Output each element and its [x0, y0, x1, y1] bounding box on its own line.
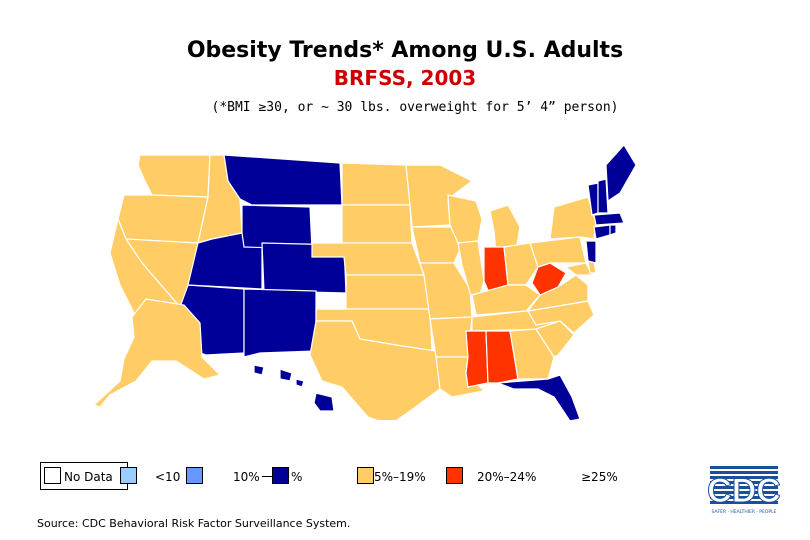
- legend-label-10-14-line: [262, 476, 272, 477]
- state-NH: [597, 178, 609, 214]
- state-WY: [241, 204, 313, 250]
- map-note: (*BMI ≥30, or ~ 30 lbs. overweight for 5…: [211, 100, 619, 115]
- legend-swatch-nodata: [44, 467, 61, 484]
- state-FL: [497, 374, 581, 420]
- map-subtitle: BRFSS, 2003: [333, 66, 477, 90]
- legend-label-10-14: 10%: [233, 470, 260, 484]
- legend-label-10-14-tail: %: [291, 470, 303, 484]
- state-NM: [243, 288, 317, 358]
- state-ME: [605, 143, 637, 203]
- state-SD: [341, 204, 413, 244]
- legend-swatch-lt10: [120, 467, 137, 484]
- state-HI: [253, 364, 265, 376]
- state-OH: [503, 242, 539, 286]
- state-AR: [429, 316, 473, 358]
- cdc-logo: CDC SAFER · HEALTHIER · PEOPLE: [707, 462, 781, 516]
- state-GA: [509, 328, 555, 380]
- source-note: Source: CDC Behavioral Risk Factor Surve…: [37, 517, 351, 530]
- state-HI-4: [313, 392, 335, 412]
- state-HI-3: [295, 378, 305, 388]
- state-WA: [137, 154, 211, 198]
- state-NJ: [585, 240, 597, 264]
- state-MT: [223, 154, 343, 206]
- legend-label-lt10: <10: [155, 470, 181, 484]
- state-SC: [535, 320, 575, 358]
- us-obesity-map: [80, 135, 640, 420]
- state-RI: [609, 224, 617, 236]
- state-KS: [345, 274, 431, 310]
- state-HI-2: [279, 368, 293, 382]
- state-NY: [549, 196, 597, 240]
- state-CT: [593, 224, 611, 240]
- cdc-logo-text: CDC: [708, 472, 780, 510]
- state-ND: [341, 162, 411, 206]
- state-OR: [117, 194, 209, 244]
- legend-swatch-20-24: [357, 467, 374, 484]
- state-PA: [529, 236, 587, 268]
- state-AL: [485, 330, 519, 384]
- state-MS: [465, 330, 489, 388]
- state-IA: [411, 226, 463, 264]
- cdc-logo-tagline: SAFER · HEALTHIER · PEOPLE: [712, 509, 777, 515]
- legend-swatch-15-19: [272, 467, 289, 484]
- state-AK: [92, 298, 222, 408]
- legend-swatch-10-14: [186, 467, 203, 484]
- legend-swatch-25plus: [446, 467, 463, 484]
- map-title: Obesity Trends* Among U.S. Adults: [186, 38, 624, 63]
- legend-label-25plus: ≥25%: [581, 470, 618, 484]
- state-MD: [564, 262, 593, 276]
- legend-label-nodata: No Data: [64, 470, 113, 484]
- state-MA: [593, 212, 625, 226]
- legend-label-20-24: 20%–24%: [477, 470, 537, 484]
- state-TX: [309, 320, 441, 420]
- legend-label-15-19: 5%–19%: [374, 470, 426, 484]
